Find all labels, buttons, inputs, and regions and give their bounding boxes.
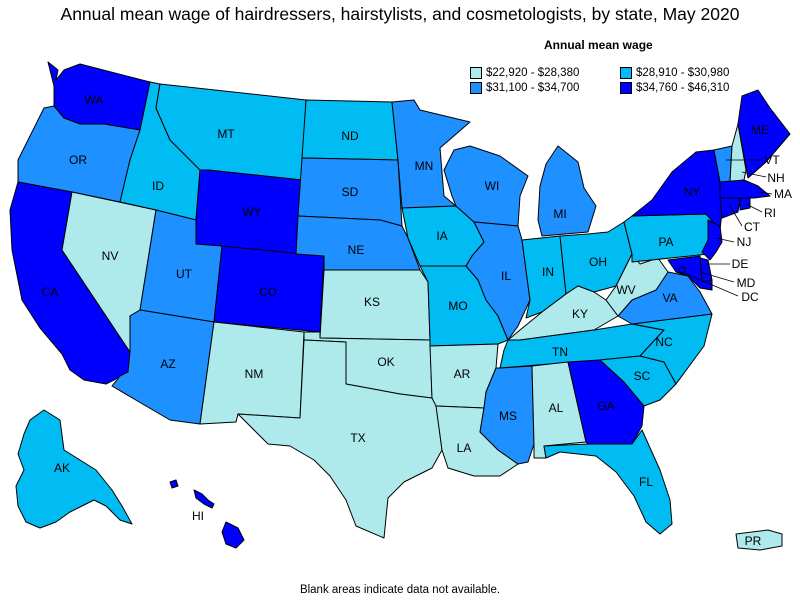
state-label-me: ME bbox=[751, 123, 769, 137]
state-label-mi: MI bbox=[553, 207, 566, 221]
state-label-ms: MS bbox=[499, 409, 517, 423]
state-label-ct: CT bbox=[744, 220, 761, 234]
state-label-dc: DC bbox=[741, 290, 759, 304]
state-md[interactable] bbox=[667, 255, 713, 291]
state-label-nc: NC bbox=[655, 335, 673, 349]
state-label-mo: MO bbox=[448, 299, 467, 313]
state-mn[interactable] bbox=[391, 99, 471, 209]
legend-label: $34,760 - $46,310 bbox=[636, 82, 730, 94]
state-hi-islands[interactable] bbox=[193, 489, 215, 509]
state-nc[interactable] bbox=[631, 313, 713, 385]
legend-label: $31,100 - $34,700 bbox=[486, 82, 580, 94]
state-label-mt: MT bbox=[217, 127, 235, 141]
state-wv[interactable] bbox=[605, 253, 669, 317]
state-label-sc: SC bbox=[634, 369, 651, 383]
state-label-ri: RI bbox=[764, 206, 776, 220]
state-label-az: AZ bbox=[160, 357, 175, 371]
state-label-sd: SD bbox=[342, 185, 359, 199]
state-label-id: ID bbox=[152, 179, 164, 193]
state-dc[interactable] bbox=[678, 266, 686, 274]
state-fl[interactable] bbox=[543, 429, 673, 535]
leader-md bbox=[699, 271, 735, 283]
state-label-ok: OK bbox=[377, 355, 394, 369]
state-label-nh: NH bbox=[767, 171, 784, 185]
state-nh[interactable] bbox=[729, 123, 747, 183]
state-label-ga: GA bbox=[597, 399, 614, 413]
state-label-md: MD bbox=[737, 276, 756, 290]
state-label-al: AL bbox=[549, 401, 564, 415]
state-label-pr: PR bbox=[745, 534, 762, 548]
state-me[interactable] bbox=[737, 89, 791, 179]
legend-title: Annual mean wage bbox=[544, 38, 653, 52]
state-label-wv: WV bbox=[616, 283, 635, 297]
legend-swatch bbox=[620, 67, 632, 79]
state-hi[interactable] bbox=[221, 521, 245, 549]
state-ma[interactable] bbox=[719, 179, 771, 199]
state-label-wa: WA bbox=[85, 93, 104, 107]
legend-item-tier-4: $34,760 - $46,310 bbox=[620, 81, 729, 95]
legend-item-tier-2: $28,910 - $30,980 bbox=[620, 66, 729, 80]
state-label-tn: TN bbox=[552, 345, 568, 359]
state-hi-kauai[interactable] bbox=[169, 479, 179, 489]
state-pr[interactable] bbox=[735, 529, 783, 551]
state-label-vt: VT bbox=[764, 153, 780, 167]
state-label-ne: NE bbox=[348, 243, 365, 257]
legend-swatch bbox=[470, 82, 482, 94]
state-label-tx: TX bbox=[350, 431, 365, 445]
state-ak[interactable] bbox=[15, 409, 133, 529]
map-title: Annual mean wage of hairdressers, hairst… bbox=[60, 4, 740, 24]
leader-ma bbox=[759, 191, 773, 195]
legend-swatch bbox=[620, 82, 632, 94]
state-label-ut: UT bbox=[176, 267, 193, 281]
state-label-oh: OH bbox=[589, 255, 607, 269]
state-label-ak: AK bbox=[54, 461, 70, 475]
legend-item-tier-3: $31,100 - $34,700 bbox=[470, 81, 579, 95]
leader-dc bbox=[681, 271, 739, 297]
state-label-wi: WI bbox=[485, 179, 500, 193]
state-label-va: VA bbox=[662, 291, 677, 305]
state-label-de: DE bbox=[732, 257, 749, 271]
state-nj[interactable] bbox=[701, 219, 723, 261]
state-label-ma: MA bbox=[774, 187, 792, 201]
legend: Annual mean wage $22,920 - $28,380 $28,9… bbox=[470, 38, 800, 98]
leader-nj bbox=[715, 237, 735, 243]
state-label-in: IN bbox=[542, 265, 554, 279]
state-label-pa: PA bbox=[658, 235, 673, 249]
state-label-co: CO bbox=[259, 285, 277, 299]
state-label-nd: ND bbox=[341, 129, 359, 143]
leader-ct bbox=[729, 205, 743, 227]
state-label-ar: AR bbox=[454, 367, 471, 381]
state-ct[interactable] bbox=[719, 197, 741, 219]
state-label-il: IL bbox=[501, 269, 511, 283]
state-label-hi: HI bbox=[192, 509, 204, 523]
legend-swatch bbox=[470, 67, 482, 79]
state-label-nv: NV bbox=[102, 249, 119, 263]
state-label-ia: IA bbox=[436, 229, 447, 243]
state-label-nj: NJ bbox=[737, 235, 752, 249]
state-label-ks: KS bbox=[364, 295, 380, 309]
state-label-wy: WY bbox=[242, 205, 261, 219]
state-ri[interactable] bbox=[739, 197, 751, 211]
state-tx[interactable] bbox=[237, 339, 443, 539]
state-label-or: OR bbox=[69, 153, 87, 167]
legend-label: $28,910 - $30,980 bbox=[636, 67, 730, 79]
state-label-ny: NY bbox=[684, 185, 701, 199]
state-label-la: LA bbox=[457, 441, 472, 455]
state-label-fl: FL bbox=[639, 475, 653, 489]
state-label-ky: KY bbox=[572, 307, 588, 321]
state-label-mn: MN bbox=[415, 159, 434, 173]
state-label-nm: NM bbox=[245, 367, 264, 381]
leader-nh bbox=[741, 171, 767, 178]
footnote: Blank areas indicate data not available. bbox=[299, 584, 501, 596]
legend-item-tier-1: $22,920 - $28,380 bbox=[470, 66, 579, 80]
leader-ri bbox=[745, 203, 763, 213]
state-label-ca: CA bbox=[42, 285, 59, 299]
state-mi[interactable] bbox=[537, 145, 597, 237]
legend-label: $22,920 - $28,380 bbox=[486, 67, 580, 79]
